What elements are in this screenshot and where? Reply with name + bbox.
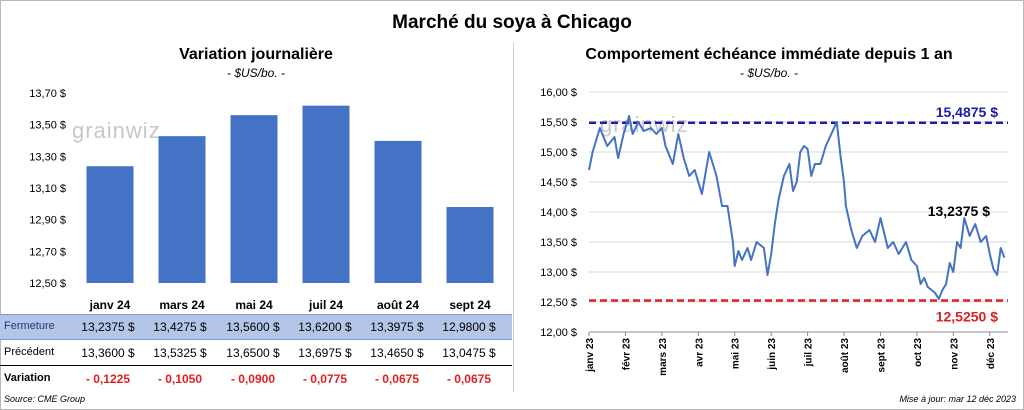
table-cell: 13,3600 $ [81,346,135,360]
x-tick-label: mai 23 [731,338,742,370]
x-tick-label: janv 23 [585,338,596,373]
left-panel-title: Variation journalière [179,46,333,63]
table-cell: 13,0475 $ [442,346,496,360]
x-tick-label: août 23 [840,338,851,373]
x-tick-label: déc 23 [986,338,997,370]
table-cell: - 0,1225 [85,372,131,386]
right-panel-subtitle: - $US/bo. - [739,66,799,80]
x-tick-label: oct 23 [913,338,924,367]
table-row-fermeture: Fermeture 13,2375 $ 13,4275 $ 13,5600 $ … [0,314,512,340]
y-tick-label: 14,50 $ [540,177,577,189]
table-cell: - 0,1050 [157,372,203,386]
bar [302,105,350,284]
left-panel-subtitle: - $US/bo. - [226,66,286,80]
row-label-fermeture: Fermeture [4,320,55,332]
line-chart: 12,00 $ 12,50 $ 13,00 $ 13,50 $ 14,00 $ 14,50… [540,87,1008,376]
source-note: Source: CME Group [4,394,86,404]
table-cell: 13,4650 $ [370,346,424,360]
x-tick-label: avr 23 [694,338,705,367]
x-tick-label: févr 23 [621,338,632,371]
table-cell: 13,3975 $ [370,320,424,334]
row-label-variation: Variation [4,372,51,384]
y-tick-label: 14,00 $ [540,207,577,219]
table-cell: - 0,0775 [302,372,348,386]
bar [86,166,134,283]
low-value-label: 12,5250 $ [936,309,998,325]
table-cell: 13,6200 $ [298,320,352,334]
x-tick-label: juin 23 [767,338,778,371]
table-cell: 13,6975 $ [298,346,352,360]
y-tick-label: 13,50 $ [29,120,66,132]
y-tick-label: 13,10 $ [29,183,66,195]
table-cell: 13,4275 $ [153,320,207,334]
y-tick-label: 13,70 $ [29,88,66,100]
y-tick-label: 13,00 $ [540,267,577,279]
right-watermark-logo: grainwiz [600,112,689,137]
panel-divider [513,42,514,392]
y-tick-label: 16,00 $ [540,87,577,99]
x-tick-label: juil 23 [804,338,815,368]
x-tick-label: mai 24 [235,298,273,312]
bar [446,207,494,283]
high-value-label: 15,4875 $ [936,104,998,120]
y-tick-label: 12,00 $ [540,327,577,339]
x-tick-label: janv 24 [89,298,131,312]
x-tick-label: sept 24 [449,298,491,312]
x-tick-label: sept 23 [876,338,887,373]
last-value-label: 13,2375 $ [928,203,990,219]
table-cell: 13,6500 $ [226,346,280,360]
y-tick-label: 15,50 $ [540,117,577,129]
table-row-variation: Variation - 0,1225 - 0,1050 - 0,0900 - 0… [0,367,512,391]
table-cell: - 0,0675 [374,372,420,386]
right-panel-title: Comportement échéance immédiate depuis 1… [585,46,953,63]
bar [230,115,278,283]
x-tick-label: août 24 [377,298,419,312]
table-cell: 13,2375 $ [81,320,135,334]
bar [374,140,422,283]
main-title: Marché du soya à Chicago [392,12,632,33]
x-tick-label: nov 23 [949,338,960,370]
table-cell: 13,5600 $ [226,320,280,334]
x-tick-label: mars 23 [658,338,669,376]
table-cell: - 0,0675 [446,372,492,386]
y-tick-label: 12,70 $ [29,246,66,258]
x-tick-label: juil 24 [308,298,343,312]
table-cell: 13,5325 $ [153,346,207,360]
bar-chart: 12,50 $ 12,70 $ 12,90 $ 13,10 $ 13,30 $ 13,50… [29,88,494,312]
table-cell: 12,9800 $ [442,320,496,334]
table-row-precedent: Précédent 13,3600 $ 13,5325 $ 13,6500 $ … [0,341,512,366]
table-cell: - 0,0900 [230,372,276,386]
y-tick-label: 15,00 $ [540,147,577,159]
bar [158,136,206,283]
y-tick-label: 12,90 $ [29,215,66,227]
row-label-precedent: Précédent [4,346,55,358]
y-tick-label: 12,50 $ [540,297,577,309]
x-tick-label: mars 24 [159,298,205,312]
update-note: Mise à jour: mar 12 déc 2023 [899,394,1016,404]
y-tick-label: 13,30 $ [29,151,66,163]
left-watermark-logo: grainwiz [72,118,161,143]
price-series-line [588,115,1006,300]
y-tick-label: 12,50 $ [29,278,66,290]
y-tick-label: 13,50 $ [540,237,577,249]
